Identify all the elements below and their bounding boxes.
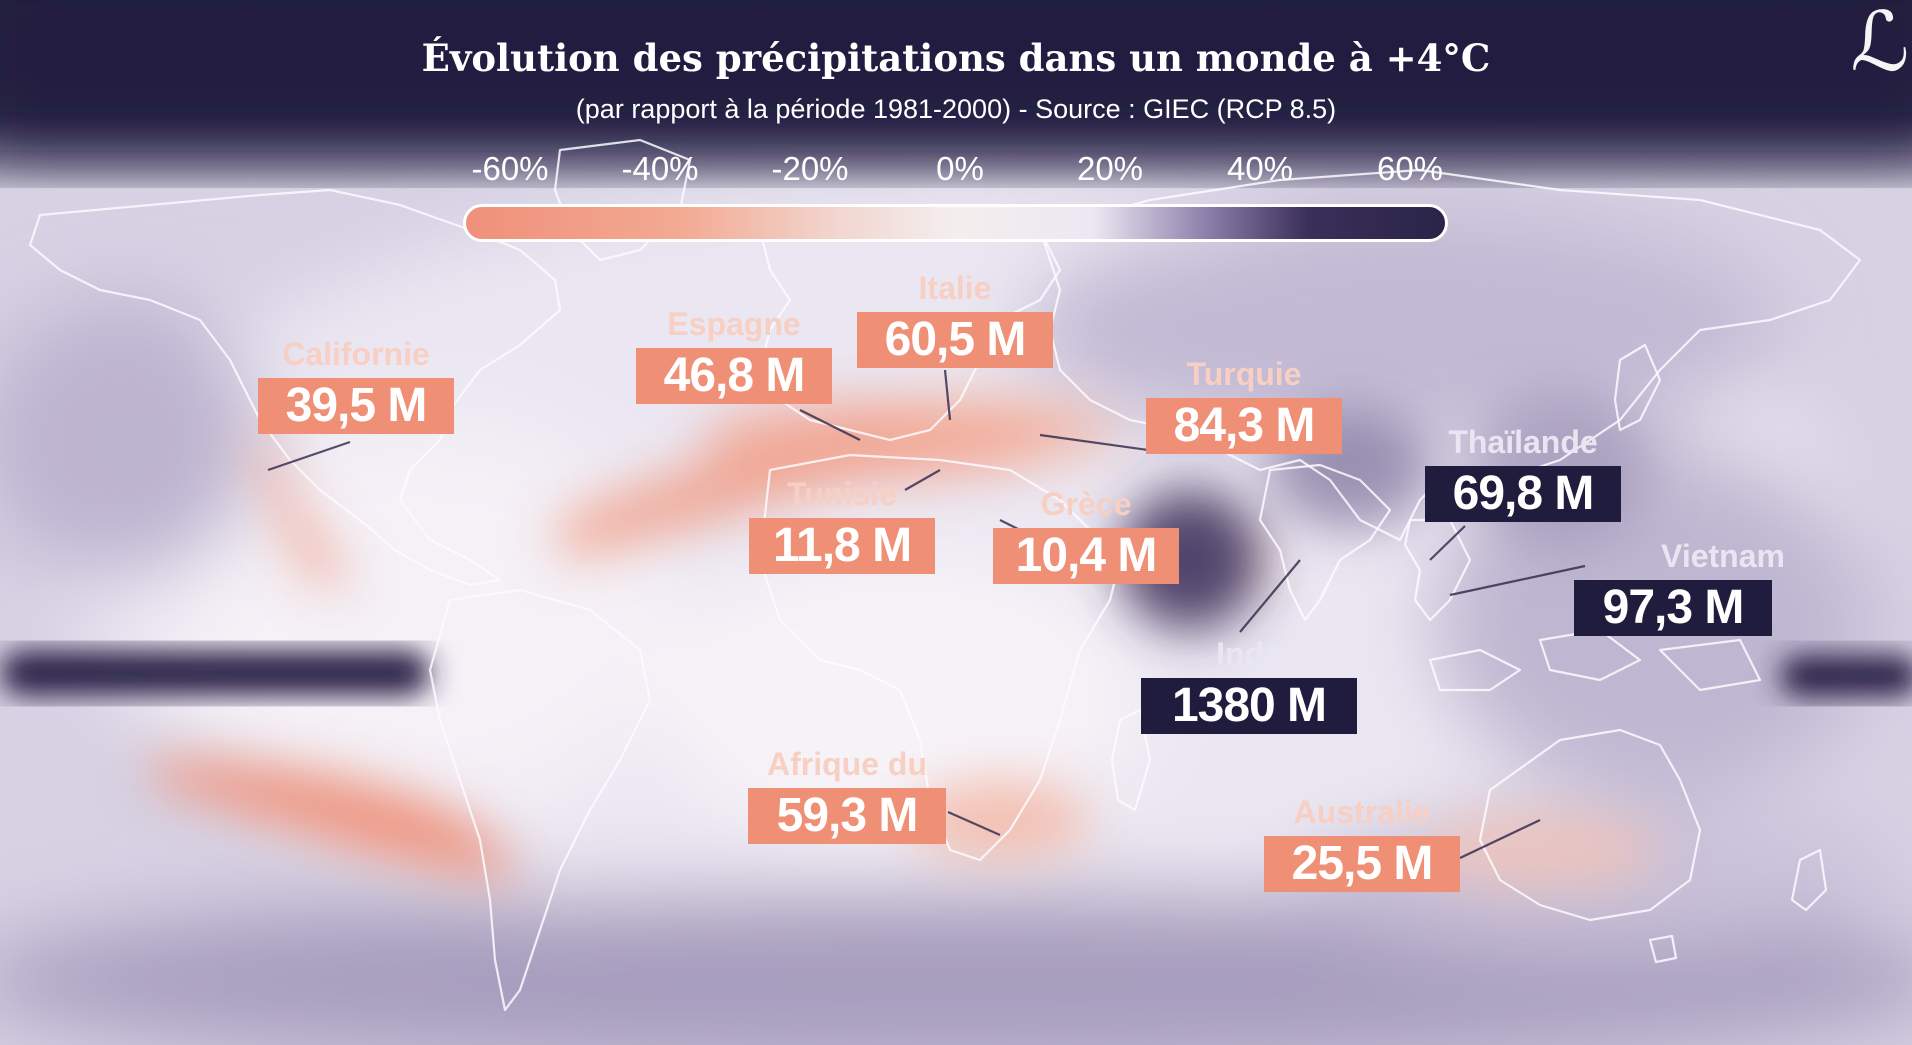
callout-italie: Italie 60,5 M <box>857 270 1053 370</box>
callout-value: 11,8 M <box>749 518 935 574</box>
south-america-outline <box>428 588 652 1012</box>
callout-value: 97,3 M <box>1574 580 1772 636</box>
callout-grece: Grèce 10,4 M <box>993 486 1179 586</box>
publisher-logo: ℒ <box>1850 0 1910 90</box>
callout-value: 39,5 M <box>258 378 454 434</box>
pointer-lines <box>267 369 1586 859</box>
callout-name: Espagne <box>667 306 801 342</box>
callout-value: 1380 M <box>1141 678 1357 734</box>
legend-tick-label: 0% <box>936 150 984 187</box>
callout-value: 10,4 M <box>993 528 1179 584</box>
callout-name: Tunisie <box>787 476 897 512</box>
legend-tick-label: 60% <box>1376 150 1444 187</box>
australia-outline <box>1478 728 1702 922</box>
callout-thailande: Thaïlande 69,8 M <box>1425 424 1621 524</box>
callout-name: Turquie <box>1186 356 1302 392</box>
callout-value: 25,5 M <box>1264 836 1460 892</box>
callout-tunisie: Tunisie 11,8 M <box>749 476 935 576</box>
legend-tick-labels: -60% -40% -20% 0% 20% 40% 60% <box>0 150 1912 190</box>
callout-inde: Inde 1380 M <box>1141 636 1357 736</box>
callout-name: Californie <box>282 336 430 372</box>
india-outline <box>1258 463 1392 622</box>
callout-name: Inde <box>1216 636 1282 672</box>
map-title: Évolution des précipitations dans un mon… <box>421 36 1491 80</box>
japan-outline <box>1613 343 1662 432</box>
legend-tick-label: -60% <box>471 150 549 187</box>
callout-name: Grèce <box>1040 486 1132 522</box>
legend-tick-label: 40% <box>1226 150 1294 187</box>
callout-espagne: Espagne 46,8 M <box>636 306 832 406</box>
callout-value: 59,3 M <box>748 788 946 844</box>
callout-name: Afrique du <box>767 746 927 782</box>
callout-turquie: Turquie 84,3 M <box>1146 356 1342 456</box>
callout-vietnam: Vietnam 97,3 M <box>1574 538 1785 638</box>
callout-name: Vietnam <box>1661 538 1785 574</box>
callout-name: Italie <box>918 270 992 306</box>
callout-value: 46,8 M <box>636 348 832 404</box>
legend-tick-label: -20% <box>771 150 849 187</box>
africa-outline <box>758 453 1122 862</box>
new-zealand-outline <box>1790 848 1828 912</box>
callout-value: 84,3 M <box>1146 398 1342 454</box>
legend-tick-label: -40% <box>621 150 699 187</box>
map-subtitle: (par rapport à la période 1981-2000) - S… <box>575 94 1337 124</box>
callout-value: 69,8 M <box>1425 466 1621 522</box>
legend-tick-label: 20% <box>1076 150 1144 187</box>
wetting-zones <box>0 650 1912 697</box>
madagascar-outline <box>1110 708 1152 812</box>
callout-californie: Californie 39,5 M <box>258 336 454 436</box>
callout-australie: Australie 25,5 M <box>1264 794 1460 894</box>
legend-color-bar <box>463 204 1448 242</box>
callout-name: Australie <box>1293 794 1431 830</box>
greenland-outline <box>553 138 692 262</box>
callout-value: 60,5 M <box>857 312 1053 368</box>
callout-afrique-du-sud: Afrique du 59,3 M <box>748 746 946 846</box>
callout-name: Thaïlande <box>1448 424 1598 460</box>
